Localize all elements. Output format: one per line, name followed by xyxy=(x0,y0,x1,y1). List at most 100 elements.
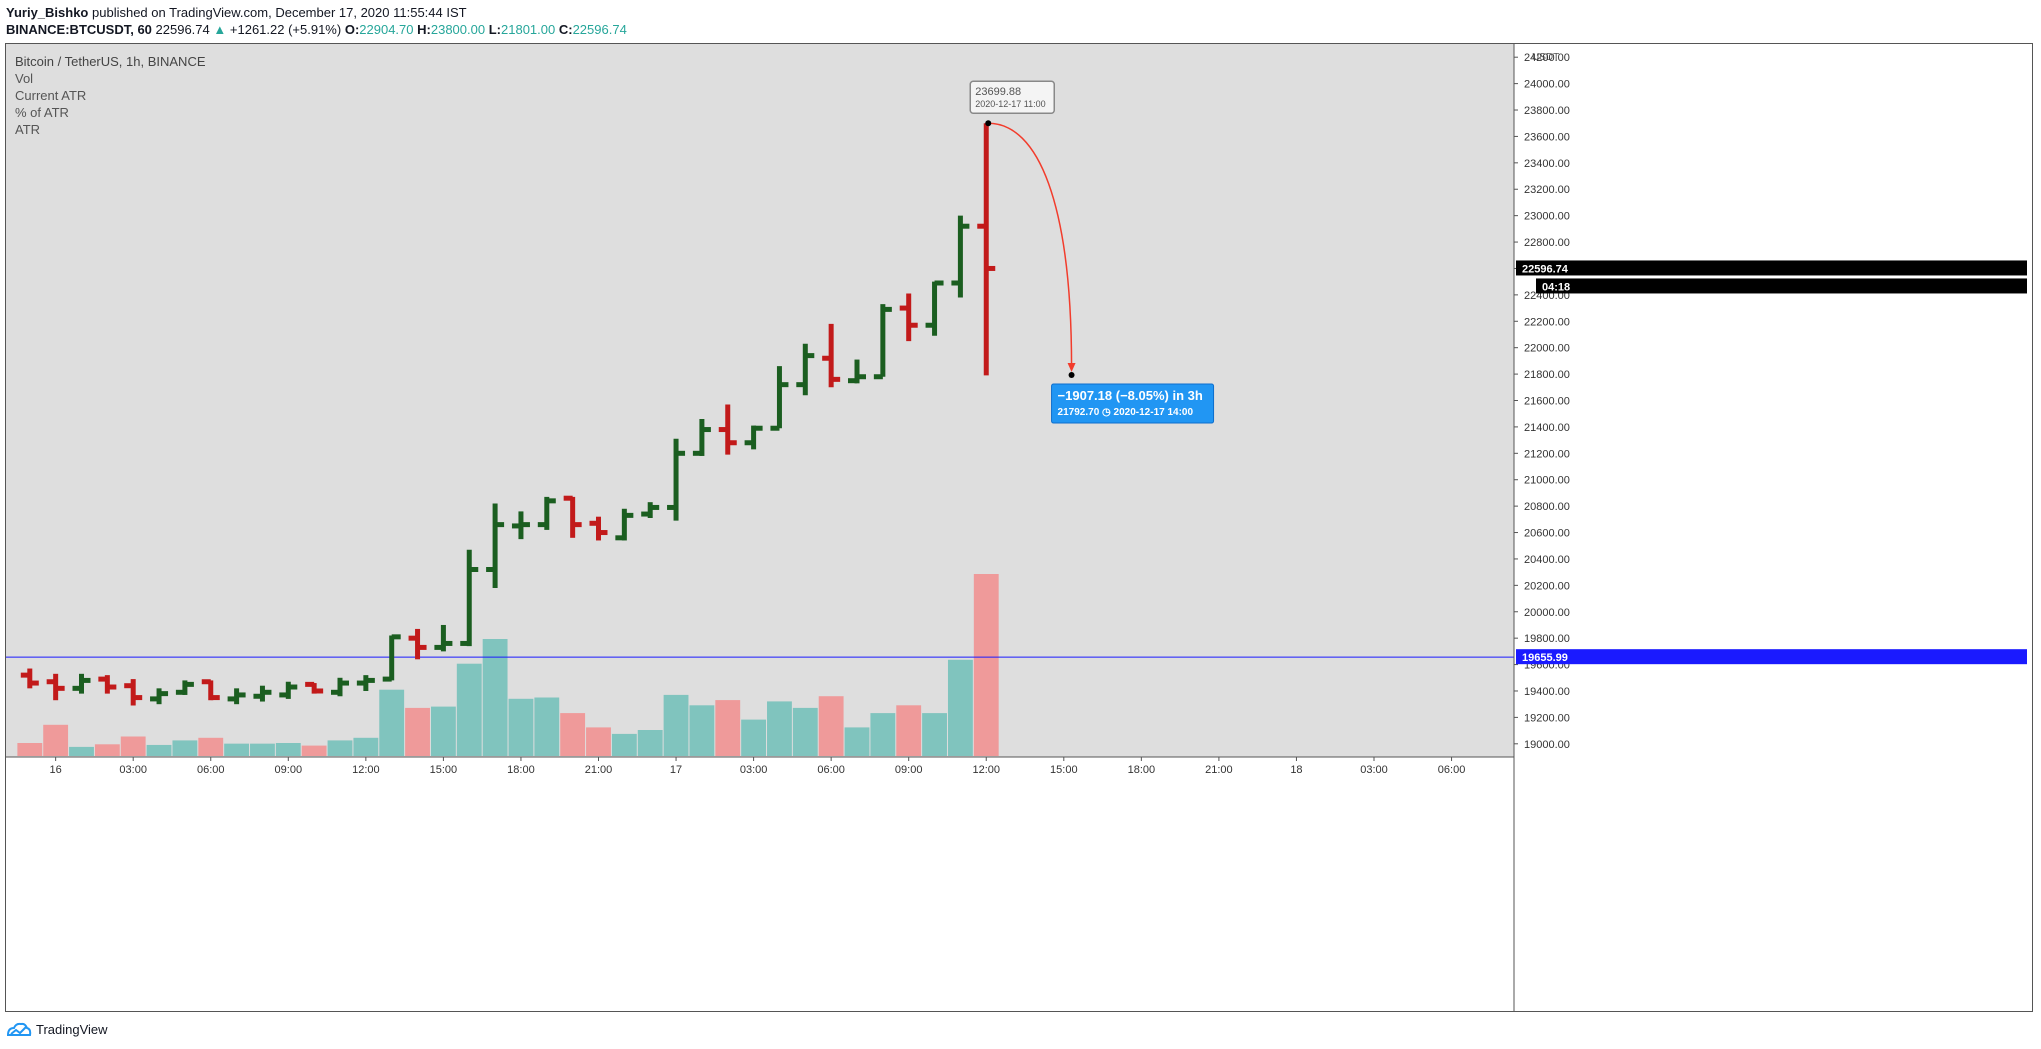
author-name[interactable]: Yuriy_Bishko xyxy=(6,5,89,20)
hline-price-badge-bg xyxy=(1516,649,2027,665)
high-value: 23800.00 xyxy=(430,22,486,37)
volume-bar xyxy=(560,713,586,756)
brand-name: TradingView xyxy=(36,1021,108,1037)
volume-bar xyxy=(792,707,818,756)
high-label: H: xyxy=(417,22,431,37)
ohlc-bar xyxy=(46,673,65,701)
time-tick-label: 12:00 xyxy=(972,764,1000,776)
volume-bar xyxy=(43,724,69,756)
price-tick-label: 24200.00 xyxy=(1524,52,1570,64)
price-tick-label: 22000.00 xyxy=(1524,343,1570,355)
ohlc-bar xyxy=(951,215,970,298)
price-tick-label: 20400.00 xyxy=(1524,554,1570,566)
ohlc-bar xyxy=(977,123,996,376)
time-tick-label: 17 xyxy=(670,764,682,776)
volume-bar xyxy=(508,698,534,756)
volume-bar xyxy=(922,713,947,756)
countdown-badge-bg xyxy=(1536,278,2027,294)
time-tick-label: 03:00 xyxy=(1360,764,1388,776)
price-tick-label: 19400.00 xyxy=(1524,686,1570,698)
high-label-bg xyxy=(969,80,1055,114)
ohlc-bar xyxy=(382,634,401,682)
price-tick-label: 22800.00 xyxy=(1524,237,1570,249)
volume-bar xyxy=(611,733,637,756)
ohlc-bar xyxy=(72,673,91,694)
ohlc-bar xyxy=(848,359,866,384)
price-axis-unit: USDT xyxy=(1532,52,1559,63)
price-tick-label: 23000.00 xyxy=(1524,211,1570,223)
price-tick-label: 20600.00 xyxy=(1524,528,1570,540)
volume-bar xyxy=(637,730,663,756)
price-tick-label: 22200.00 xyxy=(1524,316,1570,328)
price-tick-label: 21600.00 xyxy=(1524,396,1570,408)
ohlc-bar xyxy=(822,323,841,388)
ohlc-bar xyxy=(563,495,582,538)
volume-bar xyxy=(353,737,379,756)
legend-item-current-atr[interactable]: Current ATR xyxy=(15,88,87,103)
ohlc-bar xyxy=(20,668,39,689)
publish-line: Yuriy_Bishko published on TradingView.co… xyxy=(6,5,467,20)
legend-item-atr[interactable]: ATR xyxy=(15,122,41,137)
ohlc-bar xyxy=(873,304,892,380)
volume-bar xyxy=(172,740,198,756)
ohlc-bar xyxy=(150,688,169,705)
close-value: 22596.74 xyxy=(572,22,627,37)
price-tick-label: 23800.00 xyxy=(1524,105,1570,117)
chart-frame[interactable]: 23699.88 2020-12-17 11:00 −1907.18 (−8.05%… xyxy=(5,43,2033,1012)
volume-bar xyxy=(456,663,482,756)
ohlc-bar xyxy=(718,404,737,455)
price-tick-label: 21200.00 xyxy=(1524,448,1570,460)
open-label: O: xyxy=(344,22,360,37)
low-label: L: xyxy=(488,22,501,37)
price-tick-label: 20000.00 xyxy=(1524,607,1570,619)
ohlc-bar xyxy=(98,675,117,694)
volume-bar xyxy=(534,697,560,756)
price-change: +1261.22 (+5.91%) xyxy=(229,22,342,37)
volume-bar xyxy=(327,740,353,756)
ohlc-bar xyxy=(511,511,530,540)
price-tick-label: 20800.00 xyxy=(1524,501,1570,513)
volume-bar xyxy=(94,744,120,756)
legend-title[interactable]: Bitcoin / TetherUS, 1h, BINANCE xyxy=(15,54,206,69)
volume-bar xyxy=(198,737,224,756)
measure-bg xyxy=(1051,383,1215,424)
ohlc-bar xyxy=(667,438,686,521)
hline-price-badge: 19655.99 xyxy=(1522,652,1568,664)
price-tick-label: 20200.00 xyxy=(1524,580,1570,592)
price-tick-label: 19800.00 xyxy=(1524,633,1570,645)
time-tick-label: 03:00 xyxy=(119,764,147,776)
last-price: 22596.74 xyxy=(155,22,210,37)
projection-arrow xyxy=(988,122,1073,368)
time-tick-label: 15:00 xyxy=(1050,764,1078,776)
volume-bar xyxy=(870,713,896,756)
ohlc-bar xyxy=(434,624,453,652)
volume-bar xyxy=(69,746,94,756)
volume-bar xyxy=(741,719,767,756)
ohlc-bar xyxy=(615,508,634,541)
high-label-price: 23699.88 xyxy=(975,86,1021,98)
time-tick-label: 03:00 xyxy=(740,764,768,776)
last-price-badge: 22596.74 xyxy=(1522,263,1569,275)
low-value: 21801.00 xyxy=(501,22,556,37)
price-tick-label: 21000.00 xyxy=(1524,475,1570,487)
ohlc-line: BINANCE:BTCUSDT, 60 22596.74 ▲ +1261.22 … xyxy=(6,22,627,37)
ohlc-bar xyxy=(796,343,815,396)
volume-bar xyxy=(17,743,43,756)
last-price-badge-bg xyxy=(1516,260,2027,276)
price-tick-label: 21400.00 xyxy=(1524,422,1570,434)
volume-bar xyxy=(379,689,405,756)
volume-bar xyxy=(586,727,611,756)
ohlc-bar xyxy=(486,503,505,588)
ohlc-bar xyxy=(279,681,298,699)
publish-info: published on TradingView.com, December 1… xyxy=(92,5,467,20)
ohlc-bar xyxy=(770,366,789,431)
ohlc-bar xyxy=(744,425,763,450)
ohlc-bar xyxy=(537,496,556,530)
ohlc-bar xyxy=(692,418,711,456)
legend-item-pct-atr[interactable]: % of ATR xyxy=(15,105,69,120)
ohlc-bar xyxy=(356,675,375,691)
legend-item-vol[interactable]: Vol xyxy=(15,71,34,86)
footer-brand[interactable]: TradingView xyxy=(6,1021,108,1037)
